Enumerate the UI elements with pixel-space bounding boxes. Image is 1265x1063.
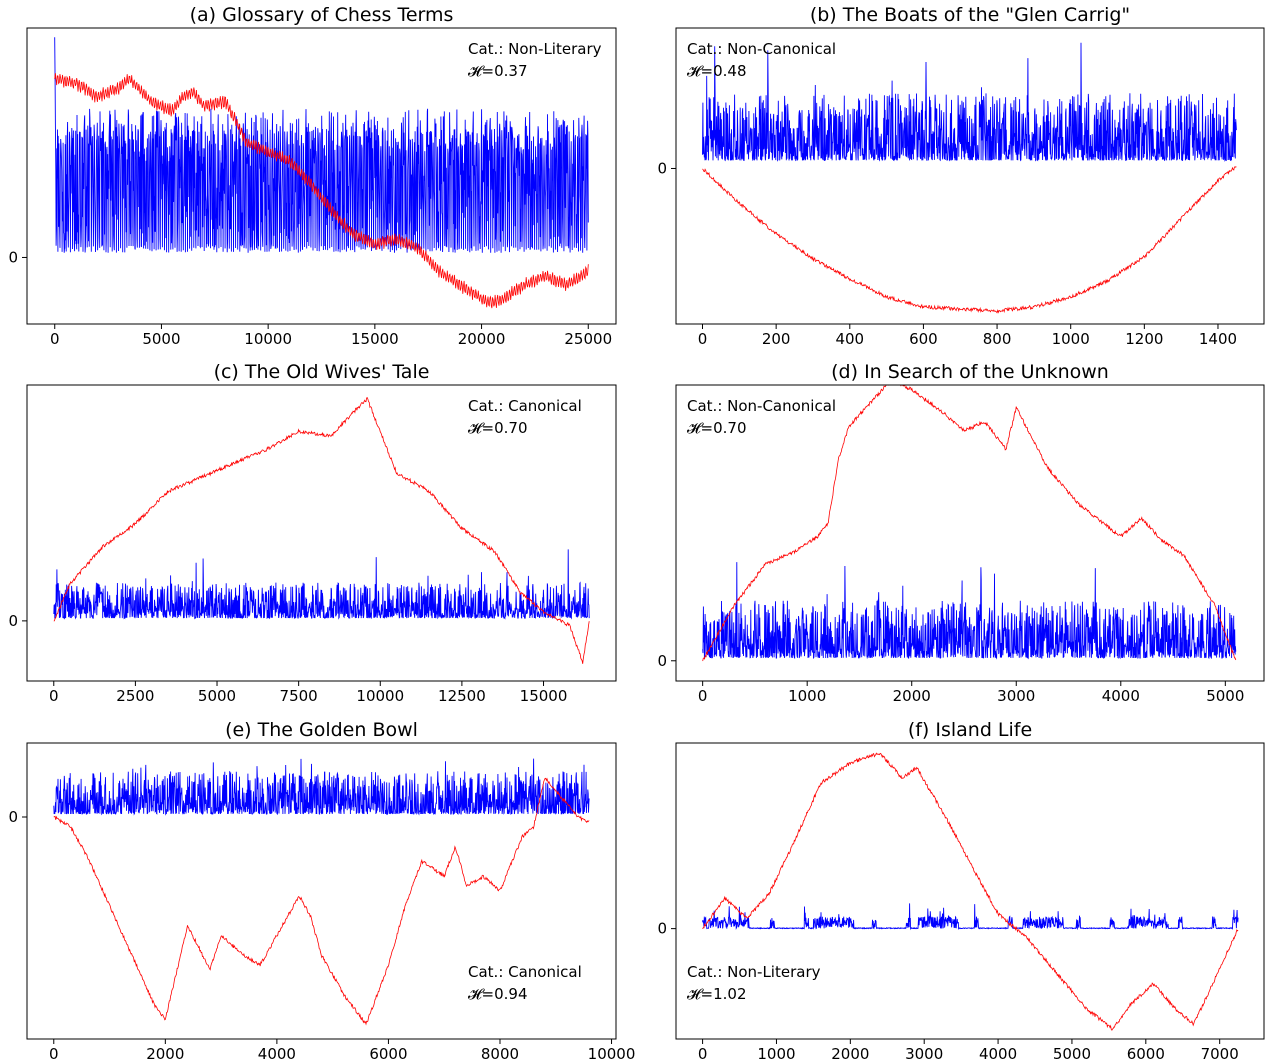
x-tick-label: 1200 — [1125, 330, 1163, 348]
hurst-annotation: 𝓗=0.70 — [687, 419, 747, 437]
series-line-cumulative — [53, 397, 590, 664]
category-annotation: Cat.: Canonical — [468, 963, 582, 981]
hurst-annotation: 𝓗=0.48 — [687, 62, 747, 80]
plot-area — [702, 42, 1237, 314]
axes-frame — [26, 384, 617, 682]
x-tick-label: 1000 — [757, 1045, 795, 1063]
category-annotation: Cat.: Non-Canonical — [687, 40, 836, 58]
x-tick-label: 0 — [50, 330, 60, 348]
panel-b: (b) The Boats of the "Glen Carrig" 0 200 40… — [657, 4, 1265, 348]
x-tick-label: 0 — [49, 1045, 59, 1063]
hurst-annotation: 𝓗=0.94 — [468, 985, 528, 1003]
y-tick-label: 0 — [657, 652, 667, 670]
chart-title: (a) Glossary of Chess Terms — [190, 4, 454, 26]
x-tick-label: 5000 — [142, 330, 180, 348]
category-annotation: Cat.: Non-Literary — [687, 963, 821, 981]
x-tick-label: 3000 — [905, 1045, 943, 1063]
x-tick-label: 5000 — [1206, 687, 1244, 705]
series-line-cumulative — [702, 752, 1239, 1031]
plot-area — [702, 752, 1239, 1031]
x-tick-label: 1000 — [788, 687, 826, 705]
x-tick-label: 5000 — [198, 687, 236, 705]
panel-d: (d) In Search of the Unknown 0 1000 2000 300… — [657, 361, 1265, 705]
x-tick-label: 15000 — [520, 687, 568, 705]
x-tick-label: 800 — [983, 330, 1012, 348]
x-tick-label: 7000 — [1201, 1045, 1239, 1063]
x-tick-label: 0 — [49, 687, 59, 705]
x-tick-label: 0 — [698, 1045, 708, 1063]
y-tick-label: 0 — [8, 808, 18, 826]
series-line-signal — [702, 903, 1239, 931]
x-tick-label: 10000 — [588, 1045, 636, 1063]
series-line-signal — [702, 42, 1237, 163]
panel-e: (e) The Golden Bowl 0 2000 4000 6000 8000 1000… — [8, 719, 635, 1063]
y-tick-label: 0 — [8, 612, 18, 630]
category-annotation: Cat.: Non-Canonical — [687, 397, 836, 415]
hurst-annotation: 𝓗=0.37 — [468, 62, 528, 80]
axes-frame — [26, 27, 617, 325]
plot-area — [53, 397, 590, 664]
x-tick-label: 2000 — [831, 1045, 869, 1063]
x-tick-label: 0 — [698, 330, 708, 348]
y-tick-label: 0 — [8, 248, 18, 266]
plot-area — [702, 385, 1237, 662]
series-line-signal — [53, 549, 590, 620]
x-tick-label: 4000 — [258, 1045, 296, 1063]
chart-title: (f) Island Life — [908, 719, 1032, 741]
x-tick-label: 25000 — [564, 330, 612, 348]
x-tick-label: 5000 — [1053, 1045, 1091, 1063]
series-line-cumulative — [702, 166, 1237, 314]
x-tick-label: 2500 — [116, 687, 154, 705]
x-tick-label: 12500 — [438, 687, 486, 705]
hurst-annotation: 𝓗=1.02 — [687, 985, 747, 1003]
x-tick-label: 2000 — [893, 687, 931, 705]
series-line-cumulative — [54, 73, 589, 309]
series-line-signal — [702, 562, 1237, 660]
x-tick-label: 0 — [698, 687, 708, 705]
x-tick-label: 600 — [909, 330, 938, 348]
chart-title: (c) The Old Wives' Tale — [214, 361, 430, 383]
x-tick-label: 2000 — [146, 1045, 184, 1063]
x-tick-label: 15000 — [351, 330, 399, 348]
chart-title: (e) The Golden Bowl — [225, 719, 418, 741]
panel-f: (f) Island Life 0 1000 2000 3000 4000 5000 6000… — [657, 719, 1265, 1063]
axes-frame — [675, 742, 1265, 1040]
series-line-signal — [54, 37, 589, 253]
x-tick-label: 200 — [762, 330, 791, 348]
x-tick-label: 400 — [835, 330, 864, 348]
x-tick-label: 10000 — [356, 687, 404, 705]
x-tick-label: 6000 — [369, 1045, 407, 1063]
chart-title: (b) The Boats of the "Glen Carrig" — [810, 4, 1130, 26]
panel-a: (a) Glossary of Chess Terms 0 5000 10000 150… — [8, 4, 617, 348]
series-line-cumulative — [702, 385, 1237, 662]
hurst-annotation: 𝓗=0.70 — [468, 419, 528, 437]
x-tick-label: 8000 — [481, 1045, 519, 1063]
panel-c: (c) The Old Wives' Tale 0 2500 5000 7500 1000… — [8, 361, 617, 705]
series-line-signal — [53, 758, 590, 816]
axes-frame — [675, 27, 1265, 325]
x-tick-label: 6000 — [1127, 1045, 1165, 1063]
x-tick-label: 7500 — [280, 687, 318, 705]
category-annotation: Cat.: Non-Literary — [468, 40, 602, 58]
y-tick-label: 0 — [657, 920, 667, 938]
x-tick-label: 20000 — [458, 330, 506, 348]
x-tick-label: 4000 — [979, 1045, 1017, 1063]
x-tick-label: 4000 — [1102, 687, 1140, 705]
chart-title: (d) In Search of the Unknown — [831, 361, 1109, 383]
x-tick-label: 1000 — [1052, 330, 1090, 348]
x-tick-label: 10000 — [244, 330, 292, 348]
x-tick-label: 1400 — [1199, 330, 1237, 348]
axes-frame — [675, 384, 1265, 682]
plot-area — [53, 758, 590, 1026]
category-annotation: Cat.: Canonical — [468, 397, 582, 415]
plot-area — [54, 37, 589, 309]
y-tick-label: 0 — [657, 159, 667, 177]
x-tick-label: 3000 — [997, 687, 1035, 705]
series-line-cumulative — [53, 777, 590, 1026]
axes-frame — [26, 742, 617, 1040]
